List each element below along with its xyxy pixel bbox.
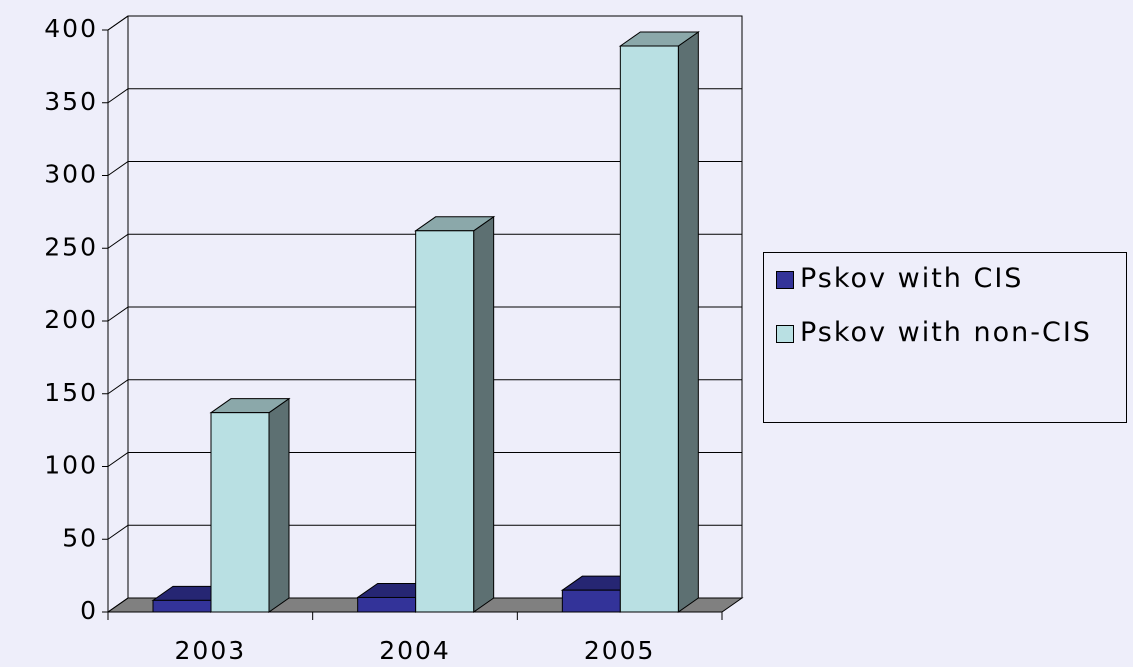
y-tick-label: 250 xyxy=(44,232,98,261)
bar-side xyxy=(268,397,290,613)
grid-line xyxy=(107,597,742,613)
grid-line xyxy=(107,88,742,104)
bar-front xyxy=(357,596,417,613)
legend-label: Pskov with non-CIS xyxy=(800,317,1092,348)
y-tick-label: 50 xyxy=(62,523,98,552)
bar-front xyxy=(415,230,475,613)
chart: 0 50 100 150 200 250 300 350 400 2003 2004 2005 xyxy=(44,14,744,665)
y-tick-label: 100 xyxy=(44,451,98,480)
y-tick-label: 150 xyxy=(44,378,98,407)
grid-line xyxy=(107,15,742,31)
bar xyxy=(209,397,291,613)
legend-item: Pskov with non-CIS xyxy=(772,317,1118,349)
y-tick-label: 400 xyxy=(44,14,98,43)
x-tick-label: 2004 xyxy=(379,636,451,665)
grid-line xyxy=(107,306,742,322)
bar-front xyxy=(561,589,621,613)
grid-line xyxy=(107,161,742,176)
bar-front xyxy=(619,45,679,613)
legend-swatch xyxy=(776,325,794,343)
grid-line xyxy=(107,524,742,540)
bar xyxy=(618,31,700,613)
x-tick-label: 2003 xyxy=(175,636,247,665)
bar-side xyxy=(677,31,699,613)
y-tick-label: 200 xyxy=(44,305,98,334)
grid-line xyxy=(107,379,742,395)
y-tick-label: 0 xyxy=(80,596,98,625)
bar-front xyxy=(152,599,212,613)
grid-line xyxy=(107,233,742,249)
y-tick-label: 350 xyxy=(44,87,98,116)
legend: Pskov with CIS Pskov with non-CIS xyxy=(763,252,1127,423)
x-tick-label: 2005 xyxy=(584,636,656,665)
legend-item: Pskov with CIS xyxy=(772,263,1118,295)
legend-swatch xyxy=(776,271,794,289)
grid-line xyxy=(107,452,742,467)
y-tick-label: 300 xyxy=(44,160,98,189)
legend-label: Pskov with CIS xyxy=(800,263,1024,294)
bar-side xyxy=(473,215,495,613)
bar xyxy=(414,215,496,613)
bar-front xyxy=(210,412,270,613)
